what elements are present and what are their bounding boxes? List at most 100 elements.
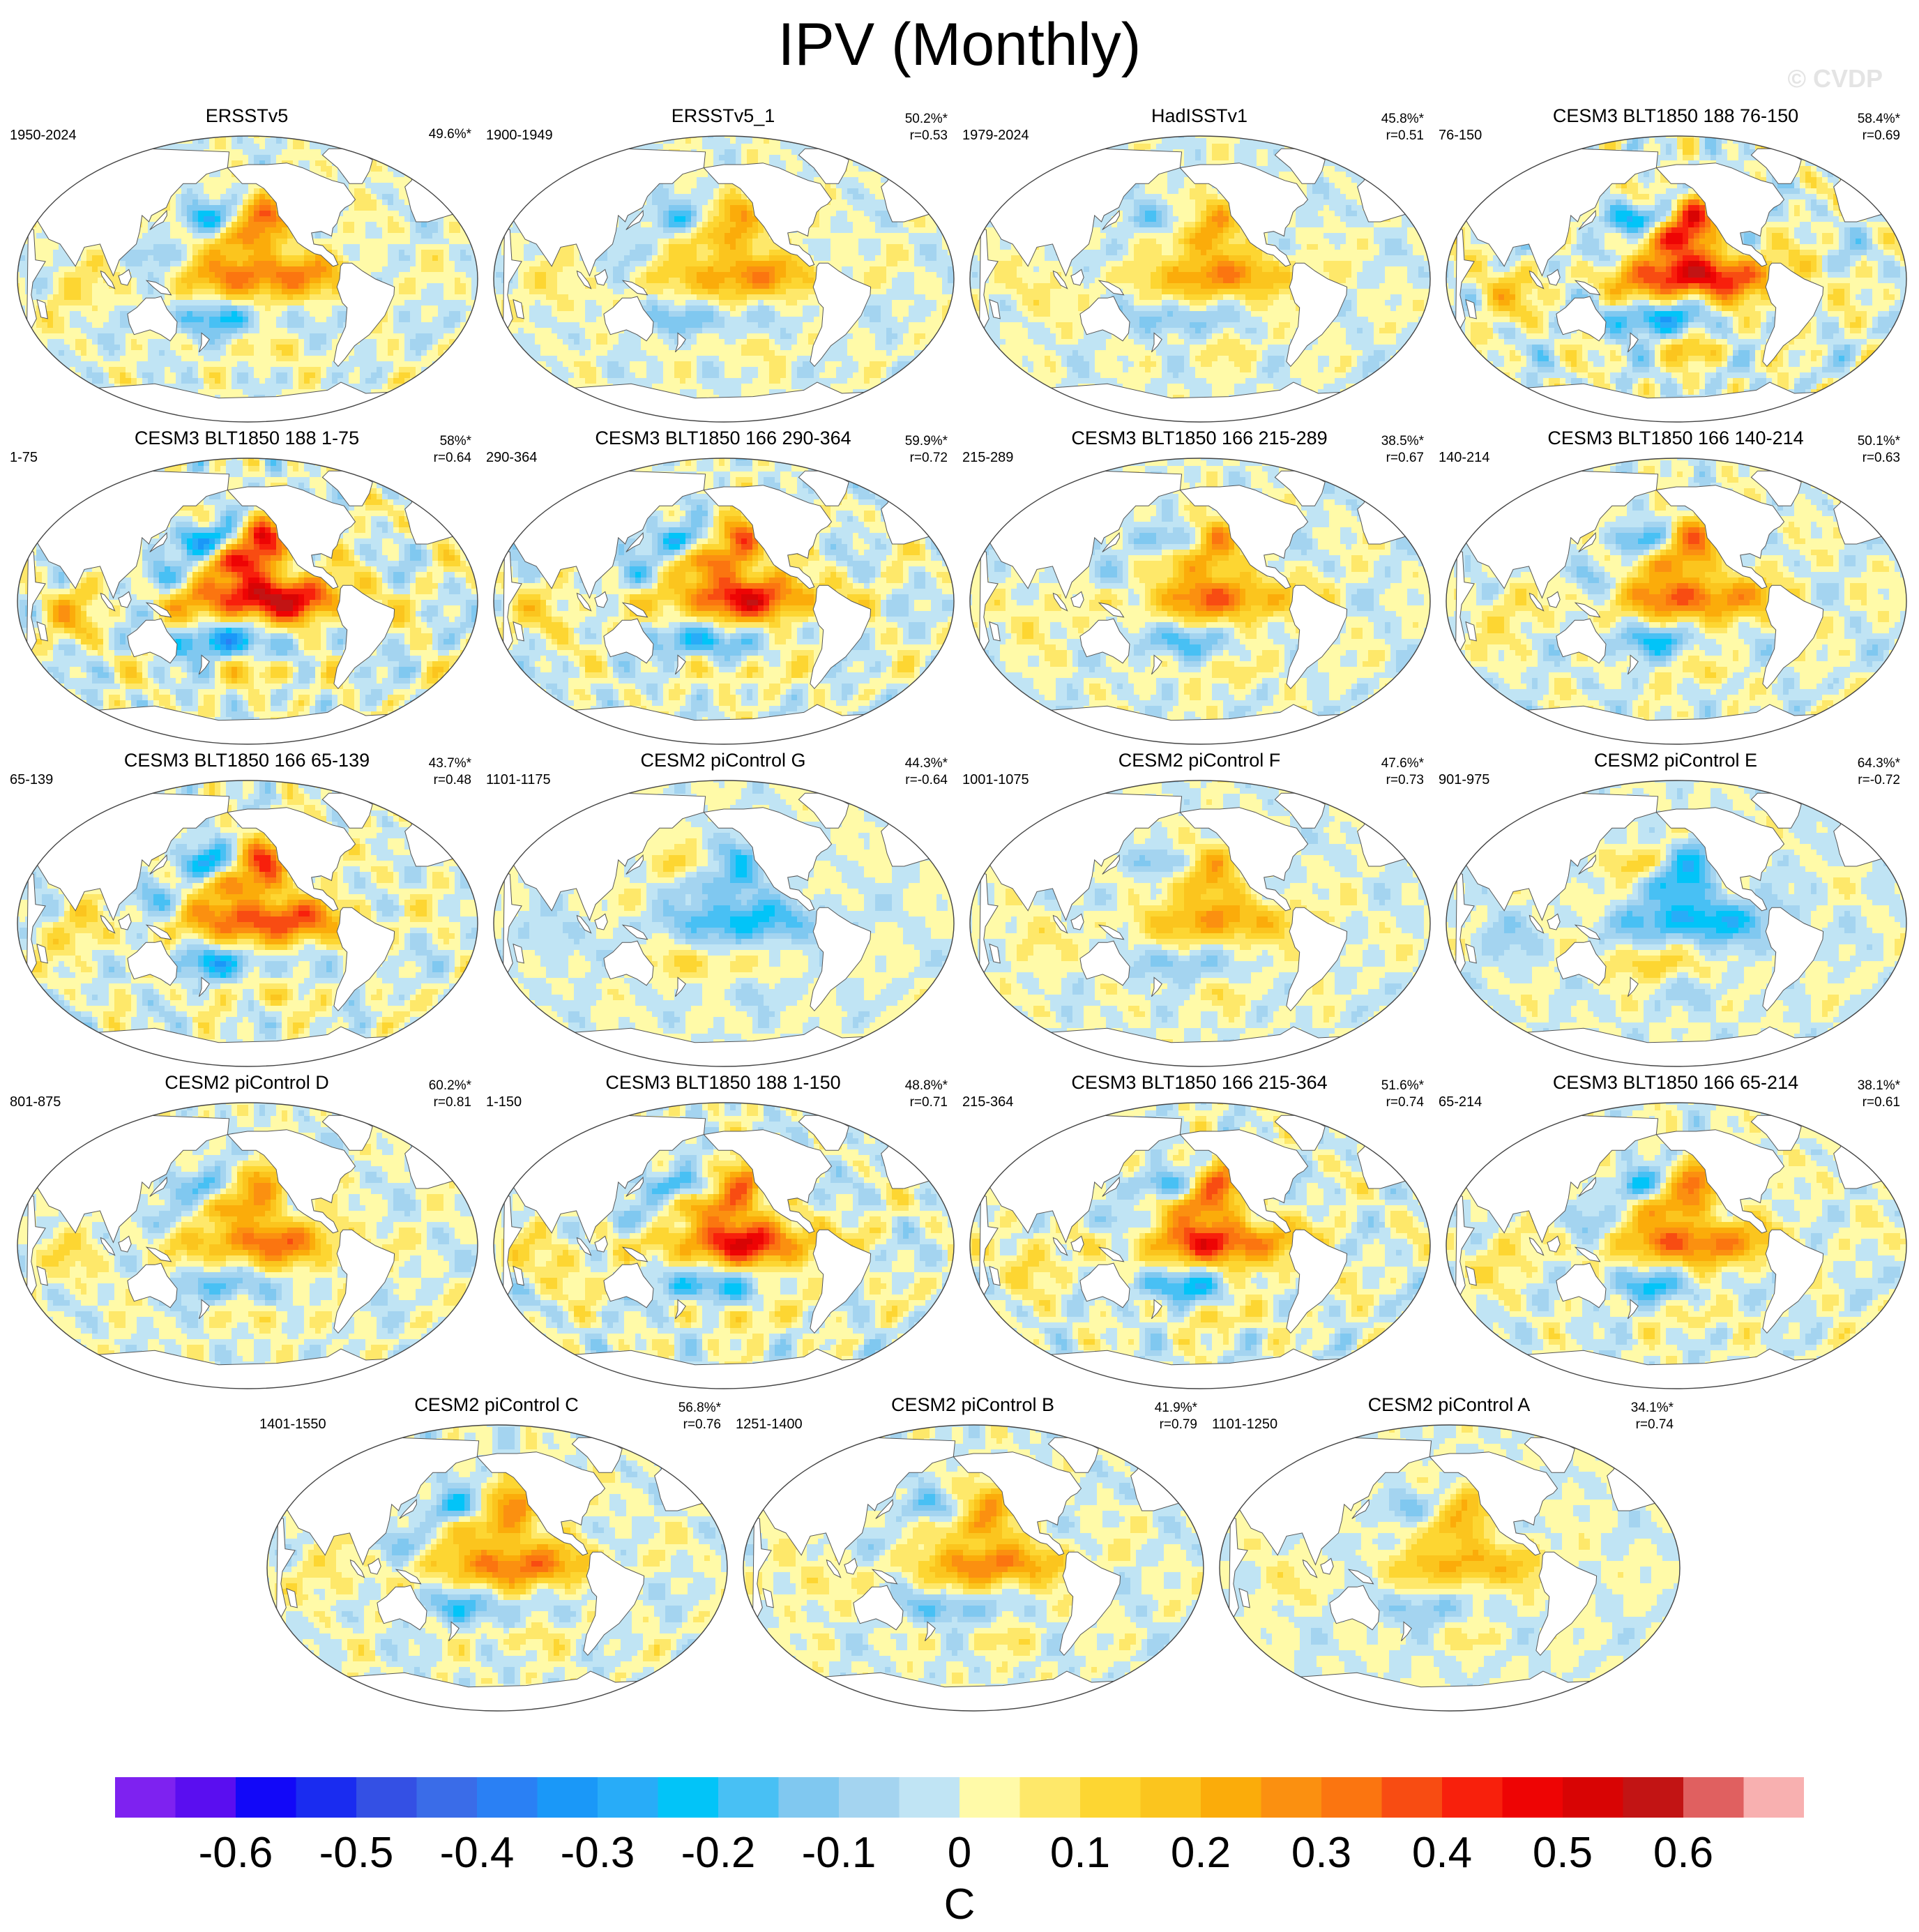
sst-cell <box>126 144 132 150</box>
sst-cell <box>248 339 255 345</box>
sst-cell <box>421 166 427 172</box>
sst-cell <box>86 361 93 368</box>
sst-cell <box>507 149 513 156</box>
sst-cell <box>176 372 182 379</box>
sst-cell <box>109 400 115 407</box>
sst-cell <box>14 172 20 178</box>
sst-cell <box>282 367 288 373</box>
sst-cell <box>59 317 65 323</box>
sst-cell <box>332 300 338 306</box>
sst-cell <box>243 199 249 206</box>
sst-cell <box>120 300 126 306</box>
sst-cell <box>126 417 132 423</box>
sst-cell <box>36 250 43 256</box>
sst-cell <box>377 328 383 334</box>
sst-cell <box>192 294 199 301</box>
sst-cell <box>914 144 920 150</box>
sst-cell <box>310 378 316 384</box>
sst-cell <box>377 211 383 217</box>
sst-cell <box>204 384 210 390</box>
sst-cell <box>421 328 427 334</box>
sst-cell <box>259 144 266 150</box>
sst-cell <box>209 384 215 390</box>
sst-cell <box>747 133 753 139</box>
sst-cell <box>354 378 361 384</box>
sst-cell <box>276 356 282 362</box>
sst-cell <box>53 188 59 195</box>
sst-cell <box>471 372 478 379</box>
sst-cell <box>92 389 98 395</box>
sst-cell <box>416 356 422 362</box>
sst-cell <box>165 255 171 262</box>
sst-cell <box>315 155 321 161</box>
sst-cell <box>187 222 193 228</box>
sst-cell <box>416 317 422 323</box>
sst-cell <box>315 233 321 239</box>
sst-cell <box>81 311 87 317</box>
sst-cell <box>126 333 132 340</box>
sst-cell <box>780 144 787 150</box>
sst-cell <box>53 144 59 150</box>
sst-cell <box>477 155 481 161</box>
sst-cell <box>86 311 93 317</box>
sst-cell <box>42 144 48 150</box>
sst-cell <box>354 222 361 228</box>
sst-cell <box>853 144 859 150</box>
sst-cell <box>126 423 132 425</box>
sst-cell <box>410 233 416 239</box>
sst-cell <box>215 183 221 189</box>
sst-cell <box>443 255 450 262</box>
sst-cell <box>388 345 394 351</box>
sst-cell <box>892 144 898 150</box>
sst-cell <box>81 294 87 301</box>
sst-cell <box>388 339 394 345</box>
sst-cell <box>432 250 439 256</box>
sst-cell <box>254 322 260 329</box>
sst-cell <box>237 188 243 195</box>
sst-cell <box>59 417 65 423</box>
sst-cell <box>204 244 210 250</box>
sst-cell <box>81 144 87 150</box>
sst-cell <box>460 144 467 150</box>
sst-cell <box>432 183 439 189</box>
sst-cell <box>92 289 98 295</box>
sst-cell <box>81 350 87 356</box>
sst-cell <box>393 300 400 306</box>
sst-cell <box>371 412 377 418</box>
sst-cell <box>529 155 536 161</box>
sst-cell <box>315 345 321 351</box>
sst-cell <box>137 261 143 267</box>
sst-cell <box>864 138 870 144</box>
sst-cell <box>382 133 388 139</box>
sst-cell <box>455 261 461 267</box>
sst-cell <box>271 133 277 139</box>
sst-cell <box>321 333 327 340</box>
sst-cell <box>315 166 321 172</box>
sst-cell <box>449 322 455 329</box>
sst-cell <box>460 417 467 423</box>
sst-cell <box>215 266 221 273</box>
sst-cell <box>142 233 149 239</box>
sst-cell <box>332 244 338 250</box>
sst-cell <box>513 149 519 156</box>
sst-cell <box>546 133 552 139</box>
sst-cell <box>25 211 31 217</box>
sst-cell <box>114 289 121 295</box>
sst-cell <box>137 283 143 289</box>
sst-cell <box>14 305 20 312</box>
sst-cell <box>914 149 920 156</box>
sst-cell <box>120 339 126 345</box>
sst-cell <box>775 155 781 161</box>
sst-cell <box>259 233 266 239</box>
sst-cell <box>641 138 647 144</box>
sst-cell <box>438 317 444 323</box>
sst-cell <box>421 322 427 329</box>
sst-cell <box>432 188 439 195</box>
sst-cell <box>137 266 143 273</box>
sst-cell <box>471 188 478 195</box>
sst-cell <box>304 283 310 289</box>
sst-cell <box>226 283 232 289</box>
sst-cell <box>399 194 405 200</box>
sst-cell <box>535 166 541 172</box>
sst-cell <box>321 384 327 390</box>
